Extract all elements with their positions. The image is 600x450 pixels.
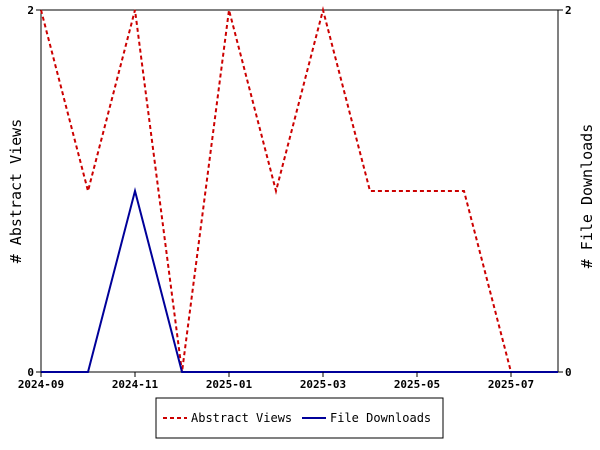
y-tick-label-left: 0 xyxy=(27,366,34,379)
legend-label-file-downloads: File Downloads xyxy=(330,411,431,425)
series-layer xyxy=(40,6,558,373)
y-axis-right-title: # File Downloads xyxy=(578,124,596,269)
x-tick-label: 2025-01 xyxy=(206,378,253,391)
x-tick-label: 2024-09 xyxy=(18,378,64,391)
y-tick-label-left: 2 xyxy=(27,4,34,17)
x-tick-label: 2025-07 xyxy=(488,378,534,391)
y-tick-label-right: 2 xyxy=(565,4,572,17)
y-axis-left-title: # Abstract Views xyxy=(7,119,25,264)
plot-area xyxy=(40,9,559,373)
y-axis-right: 02 xyxy=(558,4,572,379)
y-axis-left: 02 xyxy=(27,4,41,379)
x-tick-label: 2025-05 xyxy=(394,378,440,391)
x-axis: 2024-09 2024-11 2025-01 2025-03 2025-05 2025-… xyxy=(18,372,534,391)
x-tick-label: 2024-11 xyxy=(112,378,159,391)
legend: Abstract Views File Downloads xyxy=(155,397,444,439)
legend-box xyxy=(155,397,444,439)
y-tick-label-right: 0 xyxy=(565,366,572,379)
legend-label-abstract-views: Abstract Views xyxy=(191,411,292,425)
series-line-file-downloads xyxy=(41,187,558,373)
x-tick-label: 2025-03 xyxy=(300,378,346,391)
